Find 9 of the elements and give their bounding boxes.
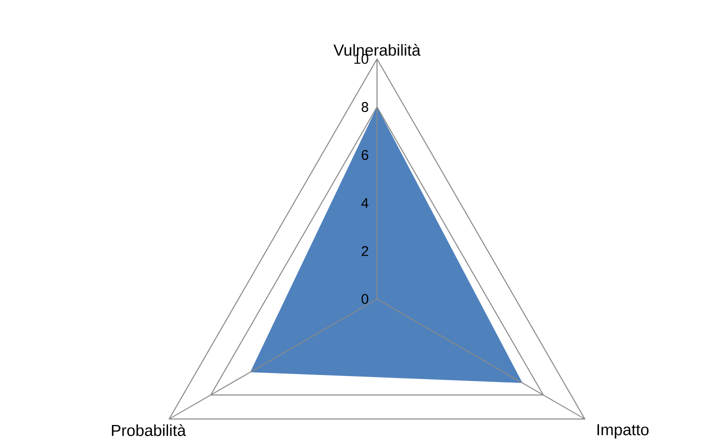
y-tick-label: 4 — [361, 198, 368, 208]
spoke-label: Vulnerabilità — [334, 44, 421, 56]
y-tick-label: 6 — [362, 150, 368, 160]
y-tick-label: 10 — [354, 54, 368, 64]
y-tick-label: 2 — [362, 246, 368, 256]
spoke-label: Probabilità — [112, 424, 186, 436]
spoke-label: Impatto — [598, 424, 649, 438]
y-tick-label: 8 — [362, 102, 368, 112]
y-tick-label: 0 — [362, 294, 368, 304]
